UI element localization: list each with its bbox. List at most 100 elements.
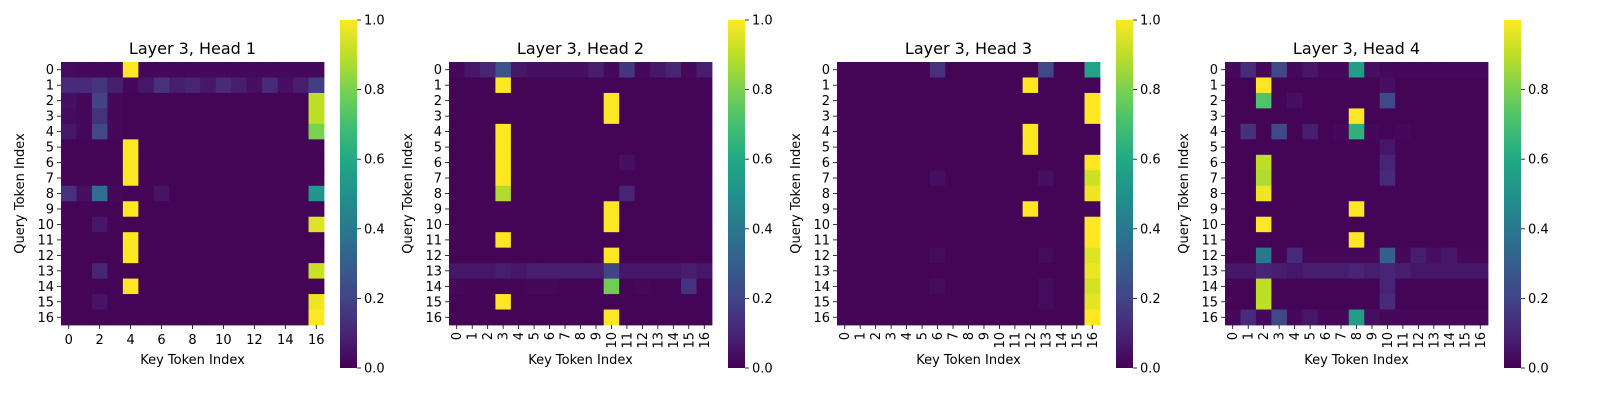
- heatmap-cell: [1364, 185, 1381, 202]
- heatmap-cell: [1022, 123, 1039, 140]
- heatmap-cell: [945, 232, 962, 249]
- heatmap-cell: [588, 108, 605, 125]
- heatmap-cell: [837, 108, 853, 125]
- heatmap-cell: [976, 170, 993, 187]
- heatmap-cell: [1395, 201, 1412, 218]
- heatmap-cell: [107, 139, 124, 156]
- heatmap-cell: [1333, 154, 1350, 171]
- heatmap-cell: [1069, 247, 1085, 264]
- y-tick-label: 15: [813, 295, 830, 310]
- colorbar: 0.0 0.2 0.4 0.6 0.8 1.0: [728, 14, 773, 377]
- heatmap-cell: [1038, 139, 1054, 156]
- heatmap-cell: [1271, 201, 1288, 218]
- heatmap-cell: [495, 139, 512, 156]
- heatmap-cell: [945, 139, 962, 156]
- y-tick-label: 13: [1201, 264, 1218, 279]
- y-tick-label: 9: [46, 202, 54, 217]
- heatmap-cell: [1271, 108, 1288, 125]
- heatmap-cell: [1457, 247, 1473, 264]
- heatmap-cell: [449, 309, 465, 326]
- heatmap-cell: [1302, 278, 1319, 295]
- heatmap-cell: [929, 201, 946, 218]
- y-tick-label: 0: [46, 63, 54, 78]
- heatmap-cell: [1255, 216, 1272, 233]
- heatmap-cell: [852, 108, 869, 125]
- heatmap-cell: [464, 77, 481, 94]
- heatmap-cell: [1255, 108, 1272, 125]
- heatmap-cell: [588, 170, 605, 187]
- heatmap-cell: [619, 263, 636, 279]
- heatmap-cell: [246, 185, 263, 202]
- heatmap-cell: [1441, 154, 1458, 171]
- heatmap-cell: [1240, 216, 1257, 233]
- heatmap-cell: [169, 216, 186, 233]
- heatmap-cell: [277, 92, 294, 109]
- heatmap-cell: [153, 92, 170, 109]
- heatmap-cell: [231, 92, 248, 109]
- heatmap-cell: [1255, 62, 1272, 78]
- heatmap-cell: [929, 216, 946, 233]
- heatmap-cell: [837, 170, 853, 187]
- heatmap-cell: [138, 139, 155, 156]
- heatmap-cell: [991, 92, 1008, 109]
- y-tick-label: 6: [434, 156, 442, 171]
- heatmap-cell: [1317, 92, 1334, 109]
- heatmap-cell: [945, 263, 962, 279]
- heatmap-cell: [1379, 170, 1396, 187]
- heatmap-cell: [1441, 62, 1458, 78]
- heatmap-cell: [541, 216, 558, 233]
- x-axis-label: Key Token Index: [916, 353, 1021, 368]
- x-tick-label: 15: [1070, 332, 1085, 349]
- heatmap-cell: [495, 309, 512, 326]
- chart-title: Layer 3, Head 2: [517, 39, 644, 58]
- heatmap-cell: [914, 216, 931, 233]
- heatmap-cell: [867, 108, 884, 125]
- heatmap-cell: [91, 123, 108, 140]
- heatmap-cell: [1348, 247, 1365, 264]
- heatmap-cell: [169, 123, 186, 140]
- heatmap-cell: [867, 92, 884, 109]
- x-tick-label: 4: [126, 333, 134, 348]
- heatmap-cell: [588, 263, 605, 279]
- heatmap-cell: [479, 185, 496, 202]
- heatmap-cell: [945, 185, 962, 202]
- heatmap-cell: [867, 309, 884, 326]
- heatmap-cell: [526, 247, 543, 264]
- heatmap-cell: [91, 185, 108, 202]
- heatmap-cell: [464, 216, 481, 233]
- heatmap-cell: [76, 62, 93, 78]
- heatmap-cell: [91, 216, 108, 233]
- heatmap-cell: [1022, 201, 1039, 218]
- heatmap-cell: [169, 77, 186, 94]
- heatmap-cell: [1022, 309, 1039, 326]
- heatmap-cell: [1472, 62, 1489, 78]
- heatmap-cell: [960, 263, 977, 279]
- heatmap-cell: [1395, 232, 1412, 249]
- heatmap-cell: [1255, 232, 1272, 249]
- heatmap-cell: [898, 92, 915, 109]
- heatmap-cell: [883, 77, 900, 94]
- heatmap-cell: [1225, 216, 1241, 233]
- heatmap-cell: [867, 216, 884, 233]
- heatmap-cell: [479, 278, 496, 295]
- y-tick-label: 16: [813, 311, 830, 326]
- heatmap-cell: [634, 278, 651, 295]
- heatmap-cell: [200, 154, 217, 171]
- heatmap-cell: [665, 294, 682, 310]
- heatmap-cell: [665, 263, 682, 279]
- heatmap-cell: [619, 294, 636, 310]
- heatmap-cell: [1426, 294, 1442, 310]
- x-tick-label: 15: [1458, 332, 1473, 349]
- heatmap-cell: [650, 123, 666, 140]
- heatmap-cell: [852, 123, 869, 140]
- heatmap-cell: [231, 232, 248, 249]
- heatmap-cell: [945, 170, 962, 187]
- heatmap-cell: [61, 278, 77, 295]
- heatmap-cell: [138, 108, 155, 125]
- heatmap-cell: [122, 62, 139, 78]
- heatmap-cell: [1240, 108, 1257, 125]
- heatmap-cell: [61, 108, 77, 125]
- heatmap-cell: [1022, 278, 1039, 295]
- heatmap-cell: [572, 77, 589, 94]
- heatmap-cell: [1441, 77, 1458, 94]
